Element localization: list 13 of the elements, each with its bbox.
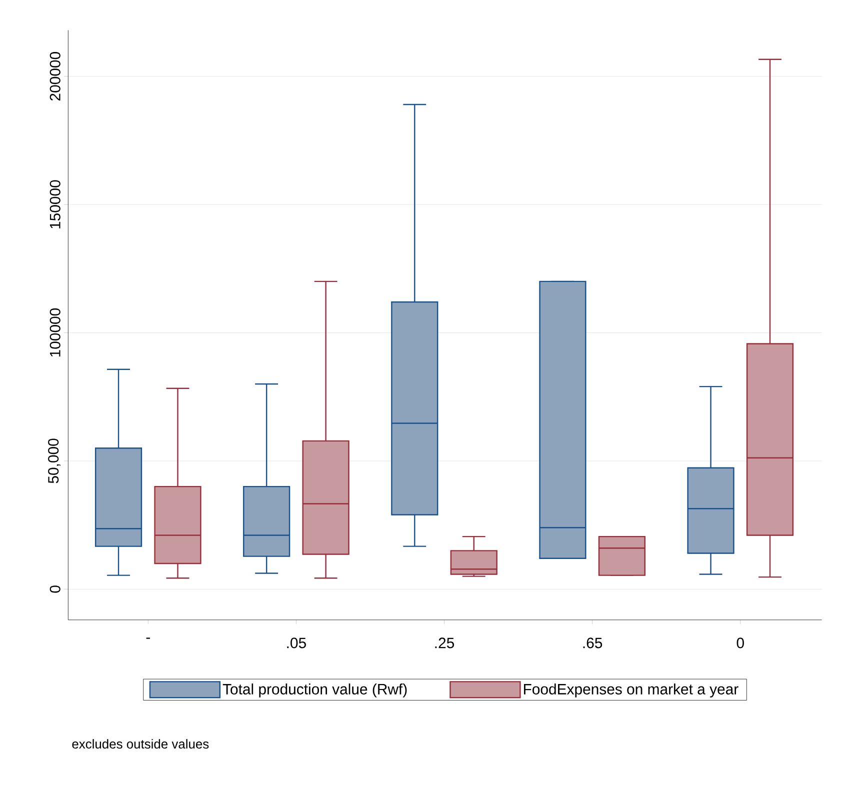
x-tick-label: - <box>146 638 150 639</box>
y-tick-label: 150000 <box>50 180 60 228</box>
legend-label: Total production value (Rwf) <box>222 684 407 698</box>
x-tick-label: .05 <box>287 638 306 648</box>
y-tick-label: 200000 <box>50 52 60 101</box>
x-tick-label: .25 <box>435 638 454 648</box>
y-tick-label: 0 <box>50 586 60 593</box>
y-tick-label: 100000 <box>50 308 60 357</box>
x-tick-label: .65 <box>583 638 602 648</box>
x-tick-label: 0 <box>736 638 744 648</box>
y-tick-label: 50,000 <box>48 438 60 484</box>
text: excludes outside values <box>72 739 209 749</box>
legend-label: FoodExpenses on market a year <box>524 684 738 698</box>
